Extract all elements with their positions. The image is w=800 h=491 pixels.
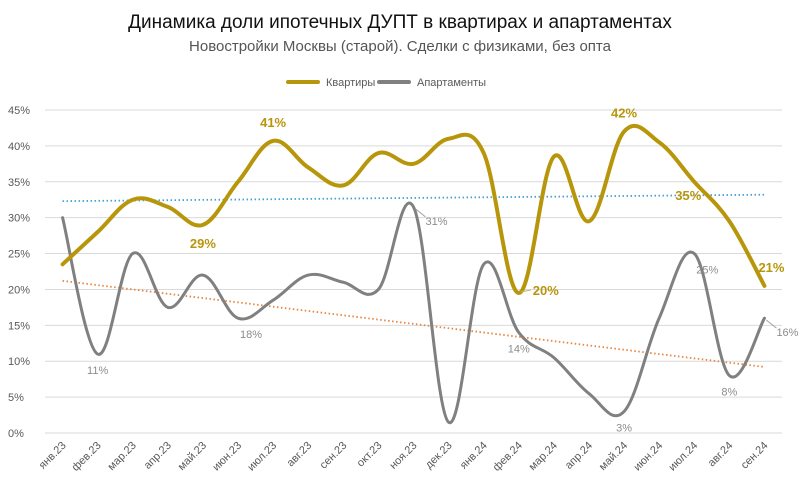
x-tick-label: ноя.23	[387, 440, 419, 472]
data-label: 18%	[240, 329, 262, 341]
trendline	[62, 279, 765, 368]
y-tick-label: 25%	[8, 249, 30, 261]
x-tick-label: май.24	[597, 440, 630, 473]
x-tick-label: мар.24	[527, 440, 560, 473]
data-label-leader	[766, 319, 777, 329]
data-label: 20%	[533, 283, 559, 298]
y-tick-label: 20%	[8, 284, 30, 296]
chart-title: Динамика доли ипотечных ДУПТ в квартирах…	[128, 12, 672, 33]
x-tick-label: окт.23	[355, 440, 385, 470]
data-label-leader	[520, 289, 531, 293]
data-label: 11%	[87, 365, 108, 377]
data-label: 25%	[696, 265, 718, 277]
y-tick-label: 5%	[8, 392, 24, 404]
x-tick-label: июл.23	[245, 440, 279, 474]
x-tick-label: фев.23	[70, 440, 104, 474]
y-tick-label: 40%	[8, 141, 30, 153]
y-tick-label: 45%	[8, 105, 30, 117]
x-tick-label: авг.23	[285, 440, 315, 470]
x-tick-label: сен.23	[318, 440, 350, 472]
x-tick-label: май.23	[176, 440, 209, 473]
series-line-kvartiry	[60, 123, 767, 296]
trendline	[62, 193, 765, 203]
x-tick-label: янв.23	[37, 440, 69, 472]
x-tick-label: июн.24	[632, 440, 666, 474]
x-tick-label: апр.24	[563, 440, 595, 472]
x-tick-label: июл.24	[667, 440, 701, 474]
chart-subtitle: Новостройки Москвы (старой). Сделки с фи…	[189, 38, 611, 55]
legend-label: Квартиры	[326, 77, 375, 89]
x-tick-label: сен.24	[739, 440, 771, 472]
x-tick-label: янв.24	[458, 440, 490, 472]
data-label: 42%	[611, 106, 637, 121]
y-tick-label: 10%	[8, 356, 30, 368]
data-label: 41%	[260, 115, 286, 130]
data-label: 16%	[776, 327, 798, 339]
data-label: 21%	[758, 260, 784, 275]
x-tick-label: июн.23	[210, 440, 244, 474]
series-line-apartamenty	[61, 201, 766, 424]
data-label: 8%	[721, 387, 737, 399]
y-tick-label: 30%	[8, 213, 30, 225]
data-label: 3%	[616, 422, 632, 434]
data-label-leader	[415, 208, 426, 218]
x-tick-label: апр.23	[142, 440, 174, 472]
data-label: 35%	[675, 188, 701, 203]
y-tick-label: 15%	[8, 320, 30, 332]
x-tick-label: мар.23	[106, 440, 139, 473]
y-tick-label: 0%	[8, 428, 24, 440]
y-tick-label: 35%	[8, 177, 30, 189]
data-label: 31%	[426, 216, 448, 228]
x-tick-label: авг.24	[706, 440, 736, 470]
legend-label: Апартаменты	[417, 77, 486, 89]
x-tick-label: фев.24	[491, 440, 525, 474]
x-tick-label: дек.23	[423, 440, 455, 472]
data-label: 29%	[190, 236, 216, 251]
data-label: 14%	[508, 344, 530, 356]
